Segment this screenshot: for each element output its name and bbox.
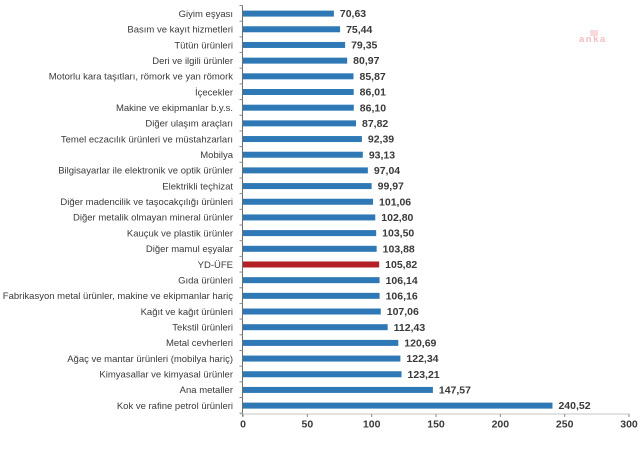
svg-text:Ağaç ve mantar ürünleri (mobil: Ağaç ve mantar ürünleri (mobilya hariç): [67, 354, 233, 365]
svg-text:99,97: 99,97: [378, 181, 404, 193]
svg-text:Giyim eşyası: Giyim eşyası: [179, 9, 233, 20]
svg-text:86,01: 86,01: [360, 87, 386, 99]
svg-text:112,43: 112,43: [394, 322, 426, 334]
svg-text:Basım ve kayıt hizmetleri: Basım ve kayıt hizmetleri: [127, 25, 233, 36]
svg-text:92,39: 92,39: [368, 134, 394, 146]
svg-text:Metal cevherleri: Metal cevherleri: [166, 338, 233, 349]
svg-text:Ana metaller: Ana metaller: [180, 385, 233, 396]
svg-text:106,14: 106,14: [386, 275, 418, 287]
svg-text:102,80: 102,80: [381, 212, 413, 224]
svg-text:Kok ve rafine petrol ürünleri: Kok ve rafine petrol ürünleri: [117, 401, 233, 412]
svg-text:100: 100: [363, 419, 381, 431]
svg-text:anka: anka: [579, 34, 607, 45]
svg-text:240,52: 240,52: [558, 400, 590, 412]
svg-text:Diğer metalik olmayan mineral: Diğer metalik olmayan mineral ürünler: [73, 213, 233, 224]
svg-text:50: 50: [301, 419, 313, 431]
svg-text:70,63: 70,63: [340, 8, 366, 20]
svg-text:106,16: 106,16: [386, 290, 418, 302]
svg-text:YD-ÜFE: YD-ÜFE: [198, 260, 233, 271]
svg-text:122,34: 122,34: [406, 353, 438, 365]
svg-text:86,10: 86,10: [360, 102, 386, 114]
svg-text:300: 300: [620, 419, 638, 431]
svg-text:Kağıt ve kağıt ürünleri: Kağıt ve kağıt ürünleri: [141, 307, 233, 318]
svg-text:0: 0: [240, 419, 246, 431]
svg-text:75,44: 75,44: [346, 24, 372, 36]
svg-text:Makine ve ekipmanlar b.y.s.: Makine ve ekipmanlar b.y.s.: [116, 103, 233, 114]
svg-text:Tütün ürünleri: Tütün ürünleri: [174, 40, 233, 51]
svg-text:97,04: 97,04: [374, 165, 400, 177]
svg-text:103,50: 103,50: [382, 228, 414, 240]
svg-text:123,21: 123,21: [408, 369, 440, 381]
svg-text:120,69: 120,69: [404, 337, 436, 349]
svg-text:Fabrikasyon metal ürünler, mak: Fabrikasyon metal ürünler, makine ve eki…: [3, 291, 233, 302]
svg-text:103,88: 103,88: [383, 243, 415, 255]
svg-text:Kauçuk ve plastik ürünler: Kauçuk ve plastik ürünler: [127, 228, 233, 239]
svg-text:80,97: 80,97: [353, 55, 379, 67]
svg-text:250: 250: [556, 419, 574, 431]
svg-text:Tekstil ürünleri: Tekstil ürünleri: [172, 323, 233, 334]
svg-text:200: 200: [492, 419, 510, 431]
svg-text:93,13: 93,13: [369, 149, 395, 161]
svg-text:85,87: 85,87: [359, 71, 385, 83]
svg-text:Kimyasallar ve kimyasal ürünle: Kimyasallar ve kimyasal ürünler: [99, 370, 233, 381]
svg-text:101,06: 101,06: [379, 196, 411, 208]
svg-text:Gıda ürünleri: Gıda ürünleri: [178, 275, 233, 286]
svg-text:147,57: 147,57: [439, 385, 471, 397]
svg-text:79,35: 79,35: [351, 40, 377, 52]
svg-text:Diğer mamul eşyalar: Diğer mamul eşyalar: [146, 244, 233, 255]
svg-text:Mobilya: Mobilya: [200, 150, 233, 161]
svg-text:105,82: 105,82: [385, 259, 417, 271]
svg-text:87,82: 87,82: [362, 118, 388, 130]
svg-text:İçecekler: İçecekler: [195, 87, 233, 98]
svg-text:Temel eczacılık ürünleri ve mü: Temel eczacılık ürünleri ve müstahzarlar…: [61, 134, 233, 145]
svg-text:107,06: 107,06: [387, 306, 419, 318]
svg-text:Elektrikli teçhizat: Elektrikli teçhizat: [162, 181, 233, 192]
svg-text:Bilgisayarlar ile elektronik v: Bilgisayarlar ile elektronik ve optik ür…: [58, 166, 233, 177]
svg-text:150: 150: [427, 419, 445, 431]
svg-text:Deri ve ilgili ürünler: Deri ve ilgili ürünler: [152, 56, 233, 67]
svg-text:Diğer madencilik ve taşocakçıl: Diğer madencilik ve taşocakçılığı ürünle…: [60, 197, 233, 208]
svg-text:Diğer ulaşım araçları: Diğer ulaşım araçları: [145, 119, 233, 130]
svg-text:Motorlu kara taşıtları, römork: Motorlu kara taşıtları, römork ve yan rö…: [49, 72, 233, 83]
